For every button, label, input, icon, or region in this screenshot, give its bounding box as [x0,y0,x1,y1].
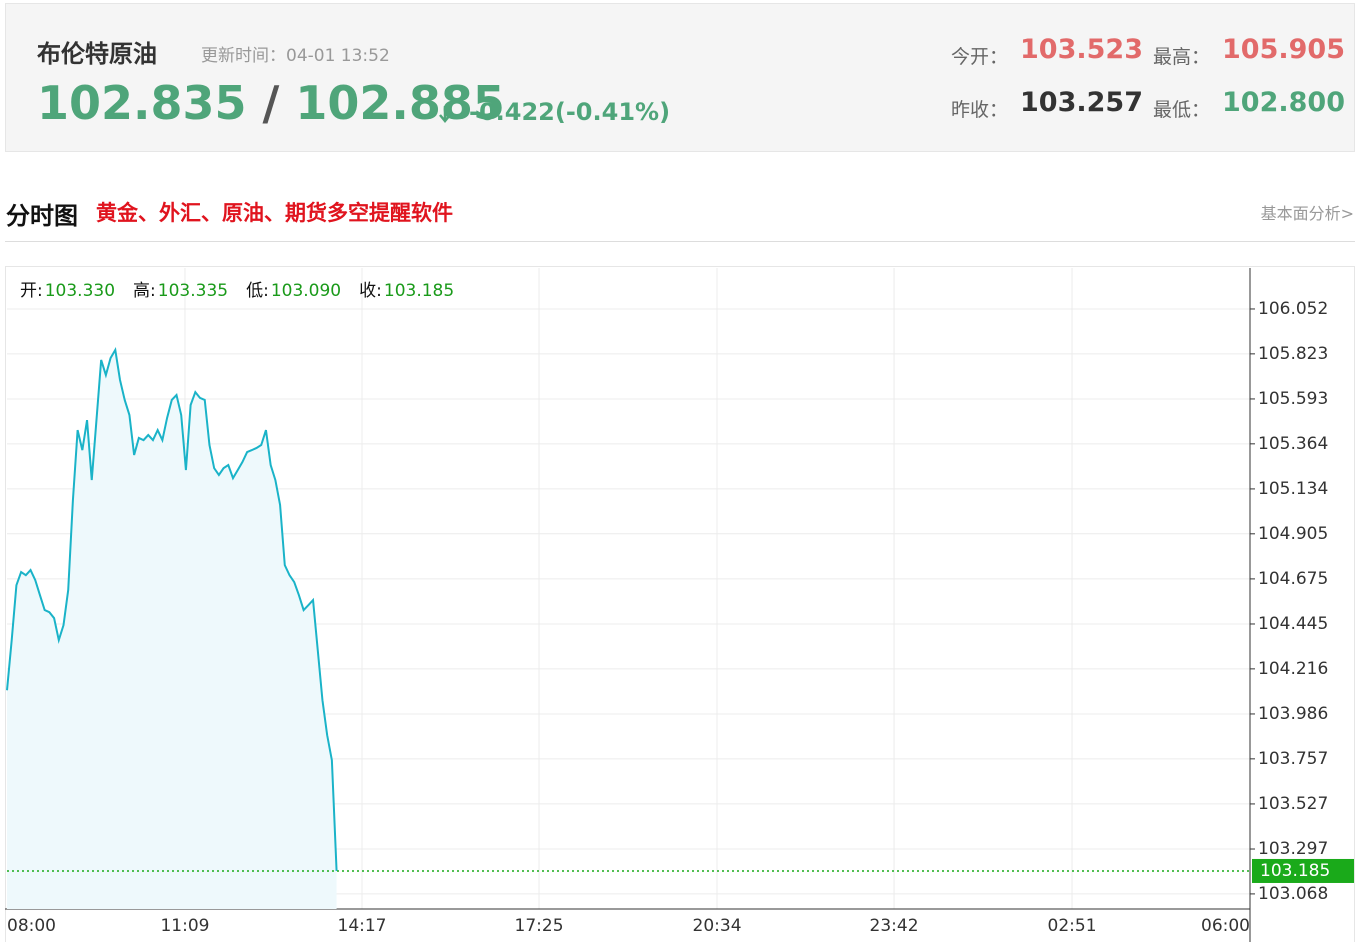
x-tick-label: 08:00 [7,916,56,936]
y-tick-label: 106.052 [1258,299,1328,319]
promo-link[interactable]: 黄金、外汇、原油、期货多空提醒软件 [96,201,453,225]
ask: 102.885 [295,76,505,130]
ohlc-label: 开: [20,281,43,301]
last-price-box [1252,858,1354,883]
y-tick-label: 104.445 [1258,614,1328,634]
price-line [6,347,338,872]
y-tick-label: 105.823 [1258,344,1328,364]
separator: / [262,76,280,130]
update-label-text: 更新时间： [201,46,286,66]
chart-frame [5,266,1355,942]
x-tick-label: 20:34 [693,916,742,936]
instrument-name: 布伦特原油 [37,40,157,68]
y-tick-label: 103.757 [1258,749,1328,769]
x-tick-label: 02:51 [1048,916,1097,936]
low-label: 最低： [1153,99,1211,121]
down-arrow [439,106,451,123]
x-tick-label: 06:00 [1201,916,1250,936]
low-value: 102.800 [1222,87,1345,118]
last-price-label: 103.185 [1260,861,1330,881]
quote-panel [5,3,1355,152]
chart: 103.068 103.297 103.527 103.757 103.986 104.2… [5,266,1355,942]
y-tick-label: 103.527 [1258,794,1328,814]
update-label: 更新时间：04-01 13:52 [201,41,390,66]
update-time: 04-01 13:52 [286,46,390,66]
prev-close-label: 昨收： [951,99,1009,121]
ohlc-value: 103.090 [271,281,341,301]
high-value: 105.905 [1222,34,1345,65]
ohlc-label: 高: [133,281,156,301]
x-tick-label: 14:17 [338,916,387,936]
y-tick-label: 104.905 [1258,524,1328,544]
open-label: 今开： [951,46,1009,68]
section-title: 分时图 [6,202,78,230]
ohlc-value: 103.330 [45,281,115,301]
y-tick-label: 105.593 [1258,389,1328,409]
bid: 102.835 [37,76,247,130]
ohlc-value: 103.185 [384,281,454,301]
y-tick-label: 103.068 [1258,884,1328,904]
y-tick-label: 104.675 [1258,569,1328,589]
prev-close-value: 103.257 [1020,87,1143,118]
change: -0.422(-0.41%) [469,98,671,126]
ohlc-label: 低: [246,281,269,301]
x-tick-label: 17:25 [515,916,564,936]
y-tick-label: 103.986 [1258,704,1328,724]
y-tick-label: 105.134 [1258,479,1328,499]
open-value: 103.523 [1020,34,1143,65]
ohlc-value: 103.335 [158,281,228,301]
divider [5,241,1355,242]
ohlc-label: 收: [359,281,382,301]
y-tick-label: 103.297 [1258,839,1328,859]
y-tick-label: 104.216 [1258,659,1328,679]
x-tick-label: 23:42 [870,916,919,936]
area-fill [7,349,337,909]
price: 102.835 / 102.885 [37,76,505,130]
analysis-link[interactable]: 基本面分析> [1260,204,1354,223]
high-label: 最高： [1153,46,1211,68]
y-tick-label: 105.364 [1258,434,1328,454]
x-tick-label: 11:09 [160,916,209,936]
